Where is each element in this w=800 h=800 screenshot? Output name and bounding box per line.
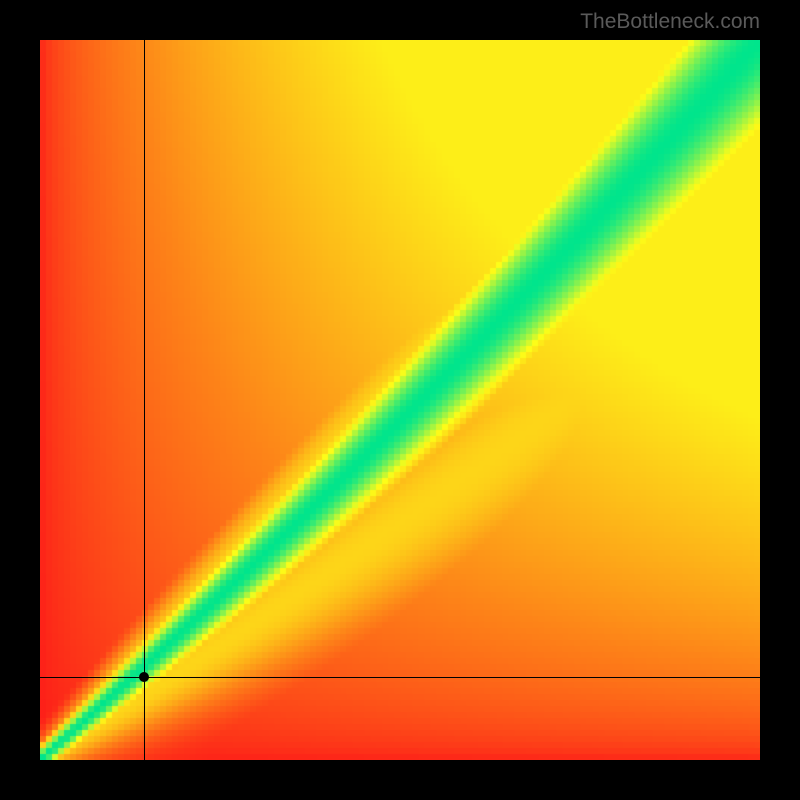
crosshair-vertical bbox=[144, 40, 145, 760]
heatmap-canvas bbox=[40, 40, 760, 760]
chart-container: TheBottleneck.com bbox=[0, 0, 800, 800]
marker-dot bbox=[139, 672, 149, 682]
watermark-text: TheBottleneck.com bbox=[580, 10, 760, 34]
plot-area bbox=[40, 40, 760, 760]
